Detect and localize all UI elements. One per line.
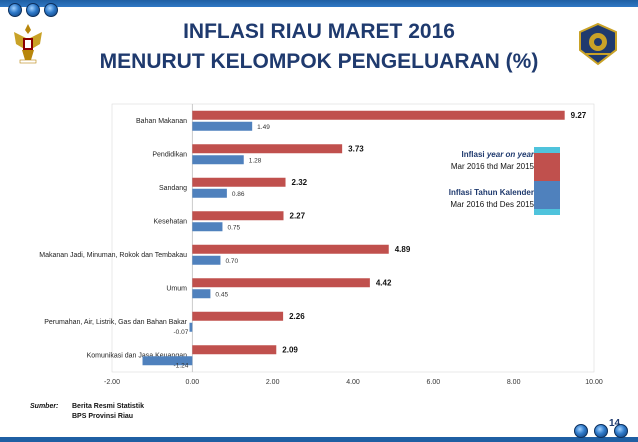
data-label-yoy: 2.27 xyxy=(290,211,306,220)
data-label-ytd: 1.49 xyxy=(257,124,270,131)
page-title-line-1: INFLASI RIAU MARET 2016 xyxy=(183,20,455,43)
bar-yoy xyxy=(192,311,284,321)
category-label: Sandang xyxy=(159,185,187,192)
bar-ytd xyxy=(192,188,227,198)
x-tick-label: 6.00 xyxy=(427,379,441,386)
data-label-ytd: 0.45 xyxy=(215,291,228,298)
category-label: Bahan Makanan xyxy=(136,118,187,125)
bar-ytd xyxy=(192,255,221,265)
data-label-yoy: 4.89 xyxy=(395,245,411,254)
x-tick-label: 0.00 xyxy=(186,379,200,386)
data-label-ytd: 0.75 xyxy=(227,224,240,231)
bar-ytd xyxy=(142,356,193,366)
x-tick-label: 10.00 xyxy=(585,379,603,386)
page-number: 14 xyxy=(609,418,621,429)
category-label: Perumahan, Air, Listrik, Gas dan Bahan B… xyxy=(44,319,187,326)
bar-ytd xyxy=(192,289,211,299)
legend-swatch-yoy xyxy=(534,153,560,181)
data-label-yoy: 2.09 xyxy=(282,345,298,354)
legend-ytd-label: Inflasi Tahun Kalender xyxy=(448,188,534,197)
category-label: Kesehatan xyxy=(154,218,188,225)
x-tick-label: 4.00 xyxy=(346,379,360,386)
data-label-ytd: 0.70 xyxy=(225,258,238,265)
data-label-ytd: -0.07 xyxy=(174,329,189,336)
source-line-2: BPS Provinsi Riau xyxy=(72,413,134,420)
x-tick-label: 2.00 xyxy=(266,379,280,386)
data-label-yoy: 2.32 xyxy=(292,178,308,187)
data-label-ytd: 1.28 xyxy=(249,157,262,164)
nav-dot-5[interactable] xyxy=(594,424,608,438)
x-tick-label: -2.00 xyxy=(104,379,120,386)
data-label-ytd: 0.86 xyxy=(232,191,245,198)
bar-yoy xyxy=(192,211,284,221)
category-label: Makanan Jadi, Minuman, Rokok dan Tembaka… xyxy=(39,252,187,259)
data-label-yoy: 4.42 xyxy=(376,278,392,287)
page-title-line-2: MENURUT KELOMPOK PENGELUARAN (%) xyxy=(99,50,539,73)
bar-yoy xyxy=(192,278,370,288)
nav-dot-1[interactable] xyxy=(8,3,22,17)
x-tick-label: 8.00 xyxy=(507,379,521,386)
bar-ytd xyxy=(192,121,253,131)
bar-yoy xyxy=(192,110,565,120)
top-bar xyxy=(0,0,638,7)
nav-dot-2[interactable] xyxy=(26,3,40,17)
source-label: Sumber: xyxy=(30,403,59,410)
legend-yoy-label: Inflasi year on year xyxy=(461,150,534,159)
data-label-yoy: 3.73 xyxy=(348,144,364,153)
category-label: Pendidikan xyxy=(152,151,187,158)
legend-swatch-ytd xyxy=(534,181,560,209)
bar-ytd xyxy=(189,322,193,332)
garuda-emblem-icon xyxy=(14,24,42,64)
ministry-logo-icon xyxy=(579,22,617,66)
nav-dot-4[interactable] xyxy=(574,424,588,438)
legend-swatch xyxy=(534,147,560,215)
legend-ytd-period: Mar 2016 thd Des 2015 xyxy=(450,200,534,209)
bar-yoy xyxy=(192,244,389,254)
bottom-bar xyxy=(0,437,638,442)
nav-dot-3[interactable] xyxy=(44,3,58,17)
bar-yoy xyxy=(192,144,343,154)
legend-yoy-period: Mar 2016 thd Mar 2015 xyxy=(450,162,534,171)
bar-ytd xyxy=(192,222,223,232)
data-label-yoy: 2.26 xyxy=(289,312,305,321)
source-line-1: Berita Resmi Statistik xyxy=(72,403,144,410)
data-label-ytd: -1.24 xyxy=(174,362,189,369)
bar-yoy xyxy=(192,345,277,355)
bar-ytd xyxy=(192,155,244,165)
category-label: Komunikasi dan Jasa Keuangan xyxy=(87,352,188,359)
bar-yoy xyxy=(192,177,286,187)
category-label: Umum xyxy=(166,285,187,292)
nav-dot-6[interactable] xyxy=(614,424,628,438)
data-label-yoy: 9.27 xyxy=(571,111,587,120)
